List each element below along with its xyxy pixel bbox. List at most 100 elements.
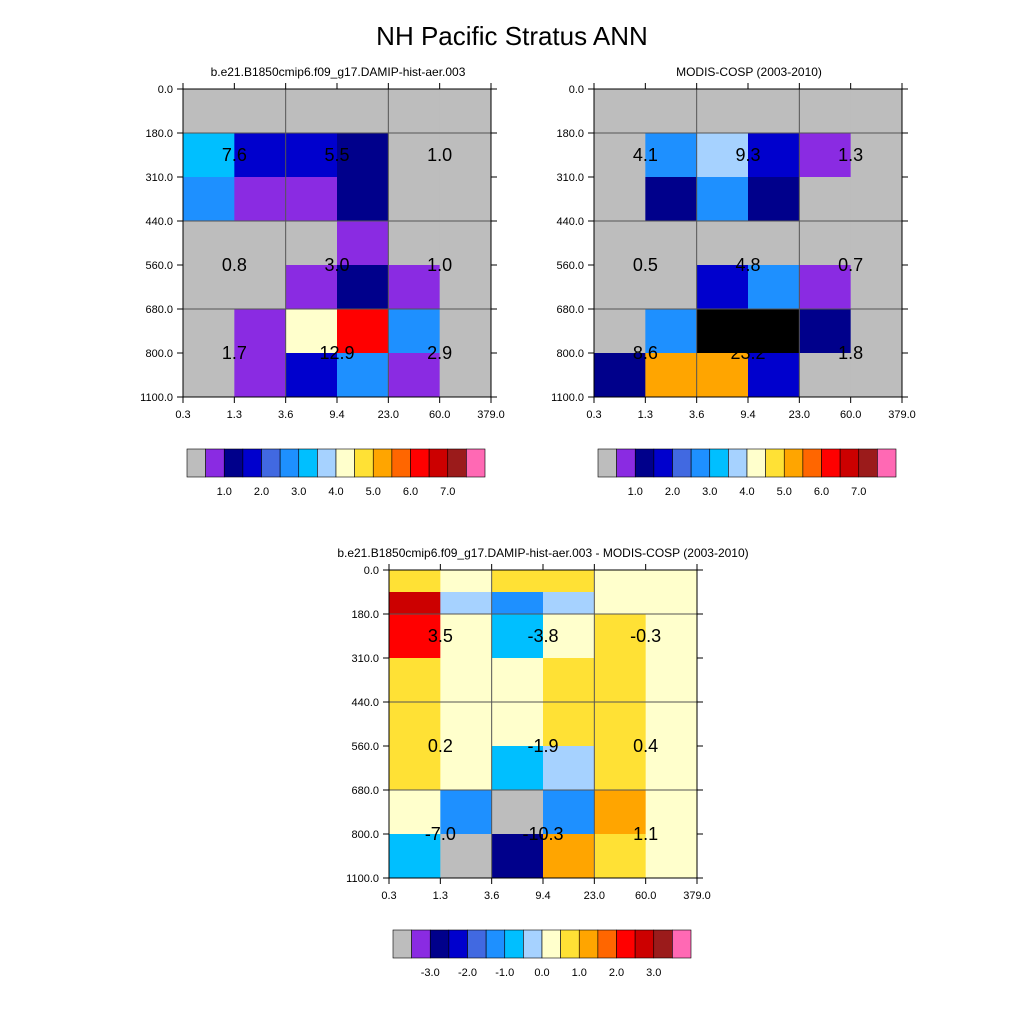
heatmap-cell <box>440 570 493 593</box>
heatmap-cell <box>748 89 800 134</box>
heatmap-cell <box>285 177 338 222</box>
heatmap-cell <box>389 592 441 615</box>
colorbar-swatch <box>653 448 673 478</box>
region-grid <box>183 89 491 397</box>
region-value-label: -1.9 <box>527 736 558 756</box>
colorbar-swatch <box>672 929 692 959</box>
colorbar-swatch <box>411 929 431 959</box>
heatmap-cell <box>285 89 338 134</box>
region-value-label: 0.2 <box>428 736 453 756</box>
colorbar-label: -1.0 <box>495 967 514 979</box>
region-value-label: 1.8 <box>838 343 863 363</box>
heatmap-cell <box>388 309 441 354</box>
region-value-label: -0.3 <box>630 626 661 646</box>
region-value-label: 5.5 <box>324 145 349 165</box>
heatmap-cell <box>799 353 852 398</box>
colorbar-label: 5.0 <box>777 486 792 498</box>
y-tick-label: 0.0 <box>364 565 379 577</box>
region-value-label: 3.0 <box>324 255 349 275</box>
panel-title-model: b.e21.B1850cmip6.f09_g17.DAMIP-hist-aer.… <box>211 65 466 79</box>
colorbar-label: 3.0 <box>291 486 306 498</box>
x-tick-label: 0.3 <box>586 409 601 421</box>
colorbar-label: 5.0 <box>366 486 381 498</box>
heatmap-cell <box>594 353 646 398</box>
heatmap-cell <box>439 353 492 398</box>
heatmap-cell <box>696 221 749 266</box>
heatmap-cell <box>543 614 595 659</box>
heatmap-cell <box>388 265 441 310</box>
colorbar-label: 7.0 <box>440 486 455 498</box>
heatmap-cell <box>645 746 698 791</box>
x-tick-label: 60.0 <box>429 409 450 421</box>
y-tick-label: 440.0 <box>351 697 379 709</box>
heatmap-cell <box>234 221 287 266</box>
heatmap-cell <box>543 592 595 615</box>
colorbar-swatch <box>205 448 225 478</box>
heatmap-cell <box>389 614 441 659</box>
heatmap-cell <box>850 353 903 398</box>
colorbar-swatch <box>746 448 766 478</box>
heatmap-cell <box>491 702 544 747</box>
heatmap-cell <box>594 309 646 354</box>
heatmap-cell <box>543 658 595 703</box>
y-tick-label: 1100.0 <box>140 392 173 404</box>
heatmap-cell <box>543 570 595 593</box>
region-value-label: 2.9 <box>427 343 452 363</box>
region-value-label: 1.1 <box>633 824 658 844</box>
heatmap-cell <box>645 265 698 310</box>
y-tick-label: 800.0 <box>556 348 584 360</box>
colorbar-label: 1.0 <box>628 486 643 498</box>
region-grid <box>389 570 697 878</box>
region-value-label: 0.4 <box>633 736 658 756</box>
colorbar-swatch <box>335 448 355 478</box>
colorbar-swatch <box>690 448 711 478</box>
heatmap-cell <box>491 834 544 879</box>
region-value-label: 7.6 <box>222 145 247 165</box>
y-tick-label: 180.0 <box>351 609 379 621</box>
colorbar-swatch <box>186 448 206 478</box>
heatmap-cell <box>440 592 493 615</box>
x-tick-label: 1.3 <box>433 890 448 902</box>
heatmap-cell <box>696 353 749 398</box>
heatmap-cell <box>234 353 287 398</box>
y-tick-label: 1100.0 <box>551 392 584 404</box>
colorbar-swatch <box>802 448 822 478</box>
colorbar-label: 7.0 <box>851 486 866 498</box>
region-value-label: -10.3 <box>522 824 563 844</box>
heatmap-cell <box>183 353 235 398</box>
colorbar-label: 1.0 <box>217 486 232 498</box>
heatmap-cell <box>389 790 441 835</box>
x-tick-label: 1.3 <box>638 409 653 421</box>
heatmap-cell <box>696 265 749 310</box>
colorbar-swatch <box>223 448 244 478</box>
heatmap-cell <box>234 89 287 134</box>
heatmap-cell <box>440 746 493 791</box>
heatmap-cell <box>440 702 493 747</box>
panel-diff: b.e21.B1850cmip6.f09_g17.DAMIP-hist-aer.… <box>337 546 748 902</box>
colorbar-swatch <box>428 448 449 478</box>
heatmap-cell <box>594 265 646 310</box>
colorbar-swatch <box>523 929 543 959</box>
y-tick-label: 560.0 <box>351 741 379 753</box>
region-value-label: 0.7 <box>838 255 863 275</box>
heatmap-cell <box>799 265 852 310</box>
heatmap-cell <box>234 309 287 354</box>
heatmap-cell <box>183 133 235 178</box>
heatmap-cell <box>388 89 441 134</box>
heatmap-cell <box>645 658 698 703</box>
colorbar-swatch <box>728 448 748 478</box>
heatmap-cell <box>440 790 493 835</box>
heatmap-cell <box>491 592 544 615</box>
heatmap-cell <box>645 177 698 222</box>
y-tick-label: 180.0 <box>556 128 584 140</box>
colorbar-model: 1.0 2.0 3.0 4.0 5.0 6.0 7.0 <box>186 448 486 498</box>
y-tick-label: 560.0 <box>556 260 584 272</box>
heatmap-cell <box>594 658 647 703</box>
colorbar-swatch <box>597 448 617 478</box>
x-tick-label: 379.0 <box>683 890 711 902</box>
heatmap-cell <box>234 265 287 310</box>
heatmap-cell <box>337 309 389 354</box>
y-tick-label: 1100.0 <box>346 873 379 885</box>
colorbar-label: 4.0 <box>739 486 754 498</box>
